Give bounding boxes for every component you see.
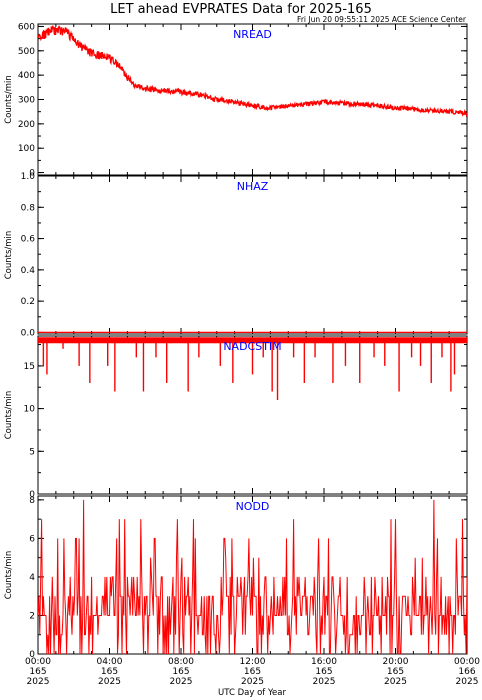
x-tick-time: 16:00: [311, 657, 337, 667]
y-tick-label: 500: [18, 47, 35, 57]
x-tick-doy: 165: [101, 667, 118, 677]
y-tick-label: 0.6: [21, 235, 36, 245]
y-tick-label: 0: [29, 650, 35, 660]
panel-nodd: 0 2 4 6 8 Counts/min NODD: [4, 495, 468, 660]
y-tick-label: 15: [24, 362, 35, 372]
y-tick-label: 200: [18, 120, 35, 130]
panel-title: NADCSTIM: [223, 340, 281, 353]
y-tick-label: 0.0: [21, 328, 36, 338]
x-tick-year: 2025: [98, 677, 121, 687]
plot-frame: [37, 23, 468, 176]
y-tick-label: 5: [29, 447, 35, 457]
y-tick-label: 300: [18, 96, 35, 106]
plot-frame: [37, 495, 468, 655]
x-tick-year: 2025: [313, 677, 336, 687]
x-tick-year: 2025: [456, 677, 479, 687]
x-tick-year: 2025: [241, 677, 264, 687]
y-axis-label: Counts/min: [4, 231, 14, 280]
y-tick-label: 1.0: [21, 172, 36, 182]
x-tick-time: 00:00: [25, 657, 51, 667]
x-axis-title: UTC Day of Year: [218, 688, 286, 698]
y-tick-label: 0.4: [21, 266, 36, 276]
series-line: [38, 499, 467, 654]
x-tick-time: 12:00: [240, 657, 266, 667]
y-tick-label: 0: [29, 490, 35, 500]
series-nread: [38, 24, 467, 118]
y-axis-label: Counts/min: [4, 391, 14, 440]
y-axis-label: Counts/min: [4, 75, 14, 124]
timestamp-label: Fri Jun 20 09:55:11 2025 ACE Science Cen…: [297, 15, 467, 24]
x-tick-year: 2025: [27, 677, 50, 687]
y-tick-label: 2: [29, 611, 35, 621]
panel-title: NODD: [236, 500, 270, 513]
x-tick-doy: 165: [244, 667, 261, 677]
x-tick-doy: 165: [172, 667, 189, 677]
x-tick-doy: 165: [29, 667, 46, 677]
y-tick-label: 400: [18, 71, 35, 81]
y-axis-label: Counts/min: [4, 551, 14, 600]
y-tick-label: 600: [18, 22, 35, 32]
panel-nadcstim: 0 5 10 15 Counts/min NADCSTIM: [4, 335, 468, 500]
x-tick-time: 20:00: [383, 657, 409, 667]
y-tick-label: 0.8: [21, 203, 36, 213]
figure-title: LET ahead EVPRATES Data for 2025-165: [110, 2, 372, 17]
x-tick-year: 2025: [170, 677, 193, 687]
y-tick-label: 0.2: [21, 297, 35, 307]
x-tick-time: 04:00: [97, 657, 123, 667]
x-tick-doy: 165: [315, 667, 332, 677]
series-nadcstim: NADCSTIM: [38, 337, 467, 401]
y-tick-label: 4: [29, 573, 35, 583]
x-tick-time: 00:00: [454, 657, 480, 667]
x-tick-year: 2025: [384, 677, 407, 687]
y-tick-label: 100: [18, 144, 35, 154]
chart-panels: 0100200300400500600Counts/minNREAD0.00.2…: [4, 22, 468, 660]
series-nodd: [38, 499, 467, 654]
y-tick-label: 0: [29, 169, 35, 179]
x-axis: 00:00165202504:00165202508:00165202512:0…: [25, 657, 480, 687]
x-tick-doy: 165: [387, 667, 404, 677]
y-tick-label: 8: [29, 496, 35, 506]
y-tick-label: 6: [29, 534, 35, 544]
panel-title: NREAD: [233, 28, 272, 41]
panel-title: NHAZ: [237, 180, 269, 193]
plot-frame: [37, 175, 468, 335]
panel-nhaz: 0.0 0.2 0.4 0.6 0.8 1.0 Counts/min NHAZ: [4, 172, 468, 338]
panel-nread: 0 100 200 300 400 500 600 Counts/min NREAD: [4, 22, 468, 179]
x-tick-time: 08:00: [168, 657, 194, 667]
series-line: [38, 24, 467, 118]
y-tick-label: 10: [24, 405, 36, 415]
x-tick-doy: 166: [458, 667, 475, 677]
